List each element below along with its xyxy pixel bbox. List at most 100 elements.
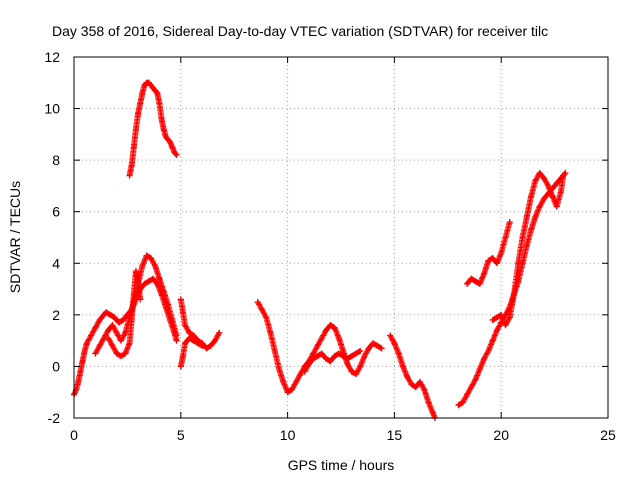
x-tick-label: 10 — [280, 427, 296, 443]
data-point — [156, 100, 163, 107]
data-point — [348, 353, 355, 360]
data-point — [305, 360, 312, 367]
data-point — [75, 378, 82, 385]
data-point — [344, 360, 351, 367]
series-marks — [254, 298, 385, 396]
data-point — [357, 363, 364, 370]
data-point — [468, 275, 475, 282]
data-point — [109, 322, 116, 329]
data-point — [109, 342, 116, 349]
data-point — [284, 389, 291, 396]
data-point — [139, 90, 146, 97]
data-point — [310, 355, 317, 362]
data-point — [476, 280, 483, 287]
data-point — [160, 288, 167, 295]
data-point — [182, 322, 189, 329]
data-point — [493, 314, 500, 321]
data-point — [425, 399, 432, 406]
series-arc-12 — [489, 170, 567, 329]
series-arc-3 — [105, 268, 144, 360]
data-point — [523, 213, 530, 220]
data-point — [549, 193, 556, 200]
data-point — [139, 262, 146, 269]
data-point — [126, 172, 133, 179]
data-point — [506, 314, 513, 321]
data-point — [288, 386, 295, 393]
data-point — [323, 355, 330, 362]
data-point — [558, 188, 565, 195]
data-point — [186, 335, 193, 342]
data-point — [340, 347, 347, 354]
y-tick-label: 6 — [52, 204, 60, 220]
data-point — [160, 126, 167, 133]
data-point — [545, 182, 552, 189]
series-arc-4 — [126, 79, 180, 179]
data-point — [493, 327, 500, 334]
data-point — [164, 301, 171, 308]
data-point — [135, 278, 142, 285]
data-point — [310, 350, 317, 357]
data-point — [395, 350, 402, 357]
data-point — [77, 368, 84, 375]
data-point — [489, 255, 496, 262]
data-point — [374, 342, 381, 349]
data-point — [113, 350, 120, 357]
data-point — [147, 255, 154, 262]
data-point — [536, 170, 543, 177]
data-point — [173, 151, 180, 158]
y-tick-label: 0 — [52, 358, 60, 374]
data-point — [344, 355, 351, 362]
data-point — [502, 234, 509, 241]
data-point — [203, 345, 210, 352]
data-point — [154, 90, 161, 97]
data-point — [105, 335, 112, 342]
data-point — [540, 175, 547, 182]
data-point — [130, 144, 137, 151]
grid-lines — [74, 57, 608, 418]
data-point — [560, 172, 567, 179]
data-point — [79, 358, 86, 365]
data-point — [515, 260, 522, 267]
data-point — [150, 275, 157, 282]
data-point — [378, 345, 385, 352]
series-arc-10 — [455, 170, 569, 409]
data-point — [92, 350, 99, 357]
data-point — [293, 378, 300, 385]
data-point — [117, 353, 124, 360]
data-point — [211, 337, 218, 344]
data-point — [141, 280, 148, 287]
data-point — [297, 371, 304, 378]
data-point — [399, 363, 406, 370]
data-point — [468, 384, 475, 391]
data-point — [271, 347, 278, 354]
data-point — [314, 353, 321, 360]
data-point — [169, 317, 176, 324]
data-point — [167, 139, 174, 146]
data-point — [182, 340, 189, 347]
data-point — [190, 332, 197, 339]
x-tick-label: 5 — [177, 427, 185, 443]
data-point — [335, 350, 342, 357]
data-point — [370, 340, 377, 347]
data-point — [327, 358, 334, 365]
data-point — [179, 353, 186, 360]
data-point — [186, 329, 193, 336]
tick-marks — [73, 56, 609, 419]
data-point — [493, 260, 500, 267]
data-point — [553, 180, 560, 187]
data-point — [536, 203, 543, 210]
data-point — [455, 402, 462, 409]
series-arc-6 — [177, 335, 206, 370]
data-point — [173, 332, 180, 339]
y-tick-label: 4 — [52, 255, 60, 271]
data-point — [519, 234, 526, 241]
data-point — [331, 353, 338, 360]
data-point — [498, 311, 505, 318]
data-point — [553, 203, 560, 210]
data-point — [327, 322, 334, 329]
data-point — [122, 329, 129, 336]
data-point — [361, 353, 368, 360]
data-point — [523, 242, 530, 249]
data-point — [489, 317, 496, 324]
